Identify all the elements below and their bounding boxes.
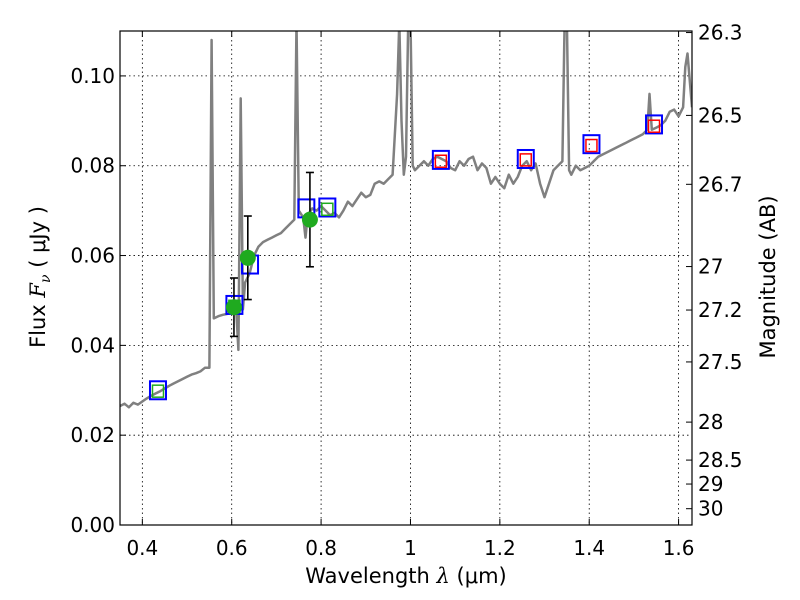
model-photometry-green-square xyxy=(151,384,165,398)
x-tick-label: 0.4 xyxy=(126,536,158,560)
y2-tick-label: 30 xyxy=(698,497,723,521)
x-tick-label: 1.2 xyxy=(484,536,516,560)
y2-tick-label: 27.5 xyxy=(698,350,743,374)
y-tick-label: 0.08 xyxy=(70,154,115,178)
y2-tick-label: 29 xyxy=(698,472,723,496)
x-tick-label: 0.6 xyxy=(216,536,248,560)
y2-tick-label: 26.3 xyxy=(698,21,743,45)
model-photometry-red-square xyxy=(585,138,598,153)
model-photometry-green-square xyxy=(321,202,334,217)
y-axis-title-unit: ( μJy ) xyxy=(26,206,50,268)
y-axis-title-subscript: ν xyxy=(38,274,54,283)
y2-tick-label: 26.5 xyxy=(698,103,743,127)
y-tick-label: 0.02 xyxy=(70,423,115,447)
y2-axis-title: Magnitude (AB) xyxy=(756,195,780,358)
plot-frame xyxy=(119,30,693,526)
filter-box xyxy=(645,114,664,135)
observed-point xyxy=(301,211,318,228)
y-axis-title-symbol: F xyxy=(26,282,50,299)
y2-tick-label: 27 xyxy=(698,255,723,279)
model-spectrum-line xyxy=(120,31,692,409)
model-photometry-red-square xyxy=(519,153,533,167)
filter-box xyxy=(318,197,337,218)
observed-point xyxy=(239,249,256,266)
x-axis-title-symbol: λ xyxy=(436,564,450,588)
y-axis-title-prefix: Flux xyxy=(26,304,50,348)
x-tick-label: 1 xyxy=(404,536,417,560)
model-photometry-red-square xyxy=(434,154,448,168)
observed-point xyxy=(225,299,242,316)
y2-tick-label: 26.7 xyxy=(698,172,743,196)
y-tick-label: 0.04 xyxy=(70,333,115,357)
x-axis-title-prefix: Wavelength xyxy=(305,564,430,588)
y2-tick-label: 28.5 xyxy=(698,448,743,472)
x-tick-label: 1.6 xyxy=(663,536,695,560)
y-tick-label: 0.06 xyxy=(70,244,115,268)
model-photometry-red-square xyxy=(647,119,661,133)
x-tick-label: 0.8 xyxy=(305,536,337,560)
x-axis-title-unit: (μm) xyxy=(457,564,507,588)
filter-box xyxy=(431,149,450,170)
axis-ticks xyxy=(120,31,692,526)
filter-box xyxy=(148,380,167,401)
filter-box xyxy=(582,134,601,155)
axis-tick-labels: 0.4 0.6 0.8 1 1.2 1.4 1.6 0.00 0.02 0.04 0.06 0.08 0… xyxy=(70,21,742,560)
filter-box xyxy=(516,148,535,169)
y-tick-label: 0.10 xyxy=(70,64,115,88)
y2-tick-label: 27.2 xyxy=(698,298,743,322)
x-tick-label: 1.4 xyxy=(573,536,605,560)
x-axis-title: Wavelength λ (μm) xyxy=(305,564,506,588)
y-tick-label: 0.00 xyxy=(70,513,115,537)
chart-series xyxy=(120,31,692,409)
y-axis-title: Flux Fν ( μJy ) xyxy=(26,206,54,348)
y2-tick-label: 28 xyxy=(698,410,723,434)
